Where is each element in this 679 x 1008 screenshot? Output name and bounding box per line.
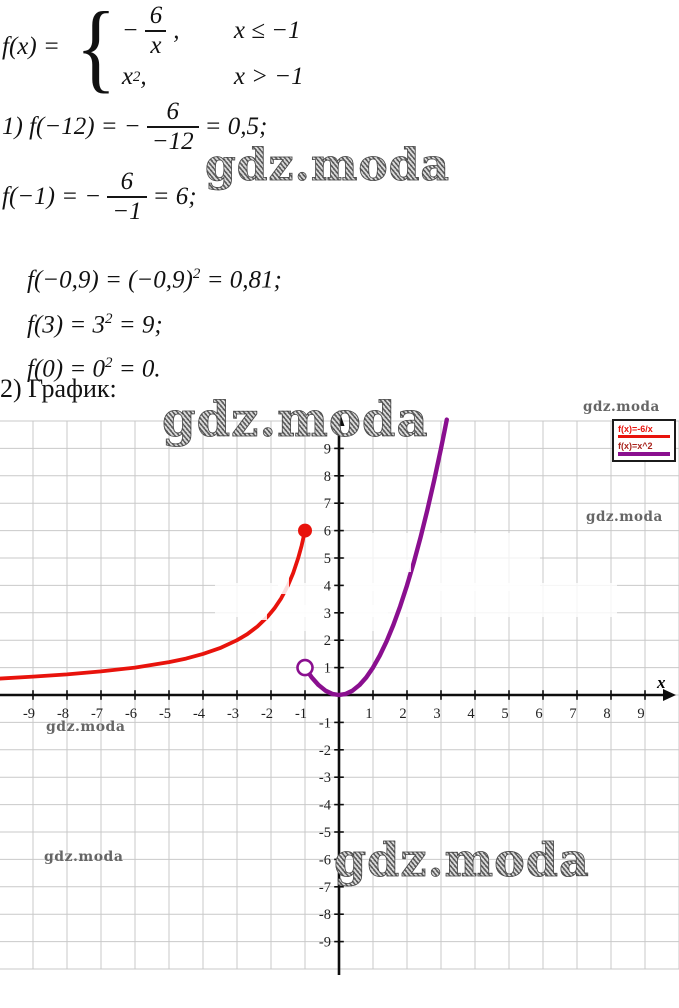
watermark: gdz.moda <box>586 509 663 525</box>
watermark: gdz.moda <box>583 399 660 415</box>
svg-text:6: 6 <box>535 706 542 722</box>
curly-brace: { <box>75 0 117 102</box>
svg-text:-7: -7 <box>91 706 103 722</box>
svg-text:9: 9 <box>324 441 331 457</box>
minus-sign: − <box>121 17 139 44</box>
svg-text:-1: -1 <box>319 715 331 731</box>
svg-text:2: 2 <box>324 633 331 649</box>
svg-text:-4: -4 <box>193 706 206 722</box>
svg-text:8: 8 <box>324 469 331 485</box>
svg-text:2: 2 <box>399 706 406 722</box>
exponent: 2 <box>132 68 141 85</box>
comma: , <box>173 17 180 44</box>
calc-step-2: f(−1) = − 6 −1 = 6; <box>2 168 197 226</box>
svg-text:3: 3 <box>433 706 440 722</box>
svg-text:4: 4 <box>467 706 475 722</box>
legend-label: f(x)=-6/x <box>618 424 653 434</box>
svg-text:9: 9 <box>637 706 644 722</box>
calc-step-4: f(3) = 32 = 9; <box>27 311 163 339</box>
svg-text:-1: -1 <box>295 706 307 722</box>
watermark: gdz.moda <box>334 833 590 888</box>
svg-text:5: 5 <box>501 706 508 722</box>
svg-text:-9: -9 <box>23 706 35 722</box>
svg-text:-3: -3 <box>319 770 331 786</box>
svg-text:4: 4 <box>324 578 332 594</box>
svg-text:x: x <box>656 673 666 692</box>
legend-color-line <box>618 435 670 438</box>
svg-text:7: 7 <box>569 706 576 722</box>
svg-text:-5: -5 <box>159 706 171 722</box>
case1-condition: x ≤ −1 <box>233 17 301 44</box>
case-row-1: − 6 x , x ≤ −1 <box>122 2 304 60</box>
legend-label: f(x)=x^2 <box>618 441 653 451</box>
fraction: 6 x <box>145 2 168 60</box>
svg-text:-9: -9 <box>319 935 331 951</box>
svg-text:6: 6 <box>324 524 331 540</box>
base: x <box>121 63 133 90</box>
svg-text:5: 5 <box>324 551 331 567</box>
svg-text:-4: -4 <box>319 798 332 814</box>
legend-box: f(x)=-6/x f(x)=x^2 <box>612 419 676 462</box>
watermark: gdz.moda <box>162 392 429 449</box>
svg-text:1: 1 <box>324 661 331 677</box>
calc-step-1: 1) f(−12) = − 6 −12 = 0,5; <box>2 98 268 156</box>
case1-expression: − 6 x , <box>122 2 224 60</box>
function-lhs: f(x) = <box>2 32 60 60</box>
svg-text:8: 8 <box>603 706 610 722</box>
comma: , <box>140 63 147 90</box>
fraction: 6 −1 <box>107 168 147 226</box>
function-graph: -9 -8 -7 -6 -5 -4 -3 -2 -1 1 2 3 4 5 6 7 8 9 9 8 7 6 5 4 3 2 1 -1 -2… <box>0 410 679 975</box>
svg-text:-6: -6 <box>125 706 137 722</box>
watermark: gdz.moda <box>205 140 451 192</box>
legend-color-line <box>618 452 670 456</box>
calc-step-3: f(−0,9) = (−0,9)2 = 0,81; <box>27 266 282 294</box>
legend-item-hyperbola: f(x)=-6/x <box>618 424 670 438</box>
svg-text:-7: -7 <box>319 880 331 896</box>
svg-text:-8: -8 <box>57 706 69 722</box>
calc-step-5: f(0) = 02 = 0. <box>27 355 161 383</box>
svg-text:3: 3 <box>324 606 331 622</box>
svg-text:7: 7 <box>324 496 331 512</box>
fraction: 6 −12 <box>146 98 199 156</box>
numerator: 6 <box>149 2 163 29</box>
svg-text:-3: -3 <box>227 706 239 722</box>
svg-text:-2: -2 <box>319 743 331 759</box>
svg-text:-6: -6 <box>319 852 331 868</box>
denominator: x <box>145 30 167 60</box>
legend-item-parabola: f(x)=x^2 <box>618 441 670 456</box>
graph-section-label: 2) График: <box>0 374 117 403</box>
case2-condition: x > −1 <box>233 63 304 90</box>
svg-text:1: 1 <box>365 706 372 722</box>
watermark: gdz.moda <box>44 849 124 865</box>
svg-text:-2: -2 <box>261 706 273 722</box>
svg-text:-5: -5 <box>319 825 331 841</box>
svg-text:-8: -8 <box>319 907 331 923</box>
watermark: gdz.moda <box>46 719 126 735</box>
